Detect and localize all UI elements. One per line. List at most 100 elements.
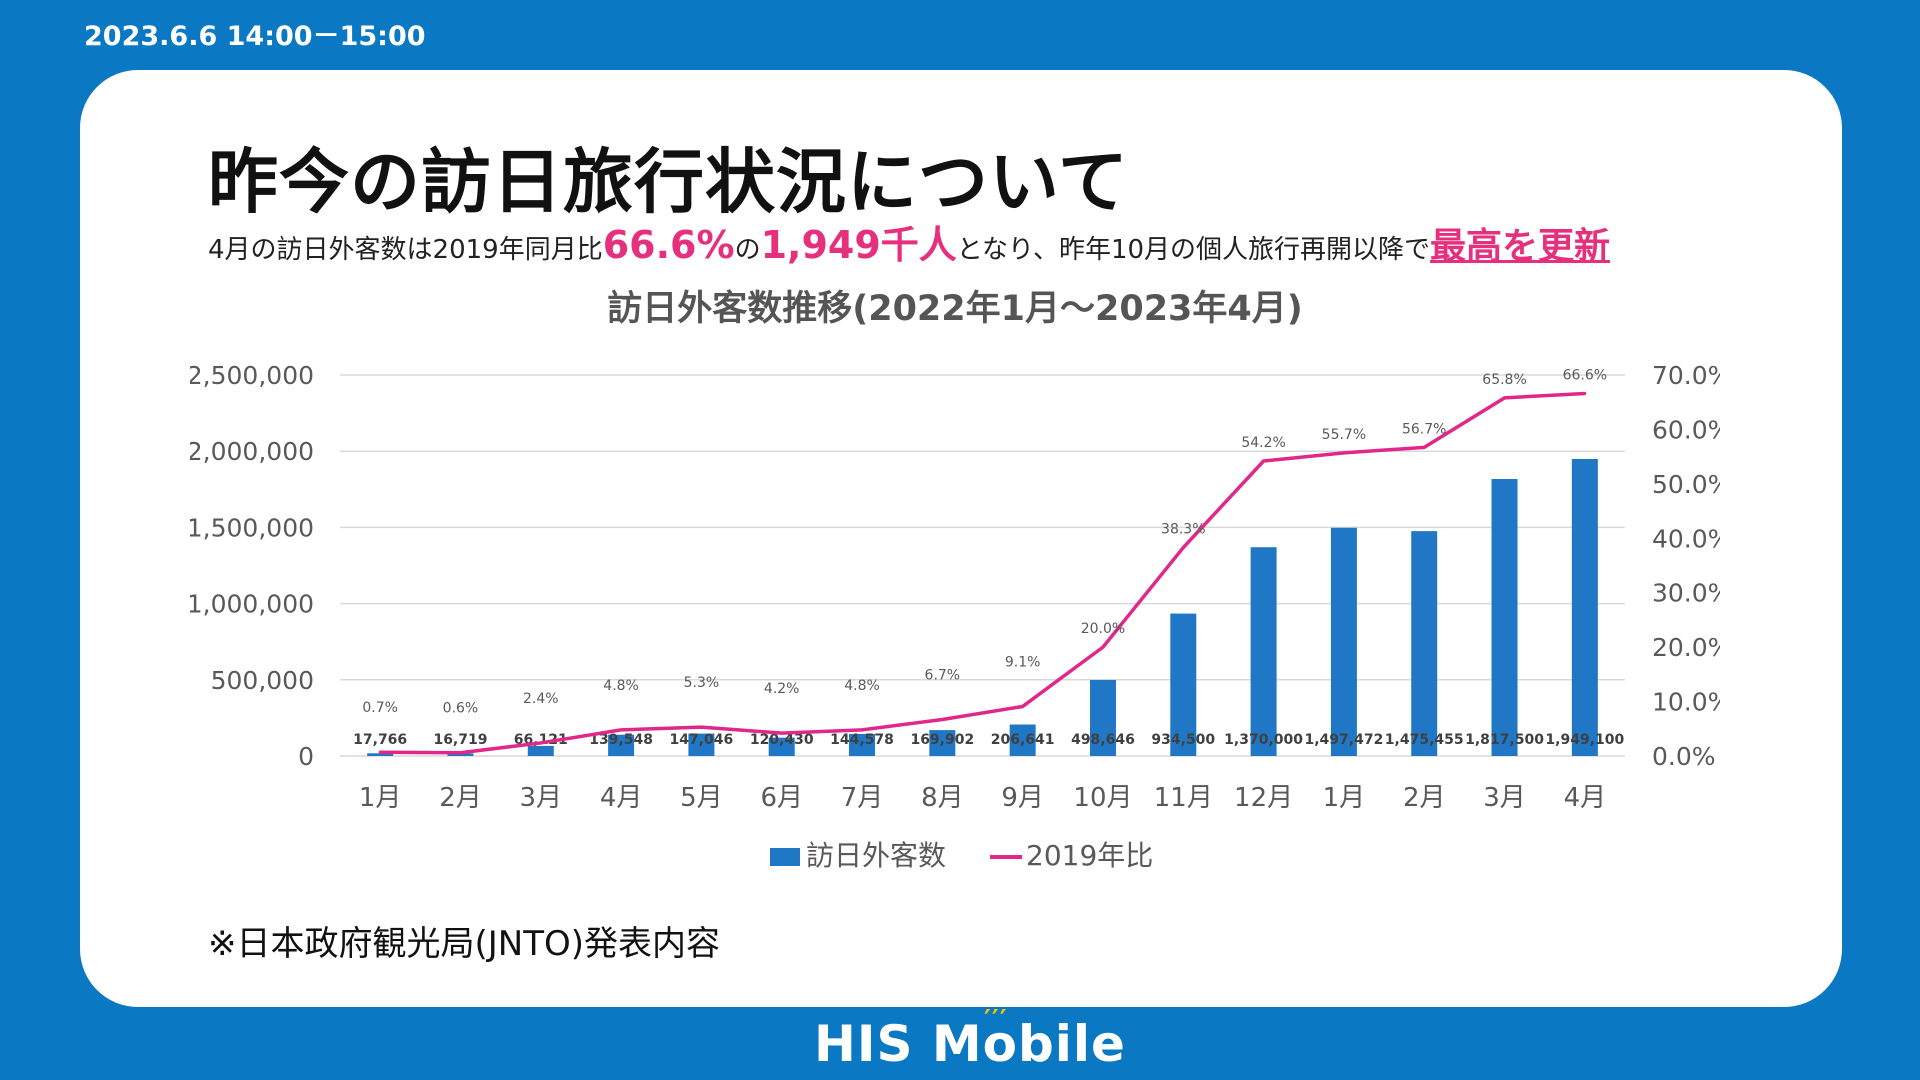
ratio-point (1021, 704, 1025, 708)
subtitle-highlight-percent: 66.6% (602, 223, 735, 267)
x-tick-label: 4月 (600, 783, 643, 813)
y-left-tick-label: 1,000,000 (190, 590, 314, 619)
ratio-point (1503, 396, 1507, 400)
y-right-tick-label: 30.0% (1652, 579, 1720, 608)
subtitle-text-1: 4月の訪日外客数は2019年同月比 (208, 235, 603, 265)
bar-value-label: 144,578 (830, 732, 894, 748)
ratio-point (458, 751, 462, 755)
bar (849, 733, 876, 756)
ratio-data-label: 54.2% (1241, 435, 1285, 451)
bar (1411, 531, 1438, 756)
bar-value-label: 1,370,000 (1224, 732, 1303, 748)
x-tick-label: 1月 (359, 783, 402, 813)
ratio-point (619, 728, 623, 732)
bar (768, 737, 795, 756)
y-right-tick-label: 50.0% (1652, 470, 1720, 499)
x-tick-label: 1月 (1323, 783, 1366, 813)
ratio-data-label: 55.7% (1322, 427, 1366, 443)
bar-value-label: 17,766 (353, 732, 407, 748)
logo-spark-icon: ′′′ (984, 1005, 1008, 1035)
x-tick-label: 12月 (1234, 783, 1293, 813)
chart-title: 訪日外客数推移(2022年1月～2023年4月) (607, 288, 1303, 329)
ratio-point (780, 731, 784, 735)
y-left-tick-label: 2,000,000 (190, 437, 314, 466)
legend-bar-swatch (770, 848, 800, 866)
ratio-point (940, 718, 944, 722)
bar (1250, 547, 1277, 756)
y-left-tick-label: 0 (298, 742, 314, 771)
source-note: ※日本政府観光局(JNTO)発表内容 (208, 924, 721, 964)
ratio-data-label: 2.4% (523, 691, 559, 707)
y-right-tick-label: 60.0% (1652, 415, 1720, 444)
x-tick-label: 4月 (1564, 783, 1607, 813)
bar-value-label: 120,430 (750, 732, 814, 748)
bar-value-label: 139,548 (589, 732, 653, 748)
bar (929, 730, 956, 756)
bar (447, 753, 474, 756)
bar (688, 733, 715, 756)
x-tick-label: 11月 (1154, 783, 1213, 813)
y-right-tick-label: 0.0% (1652, 742, 1716, 771)
ratio-point (539, 741, 543, 745)
ratio-data-label: 4.2% (764, 681, 800, 697)
bar-value-label: 934,500 (1151, 732, 1215, 748)
y-right-tick-label: 20.0% (1652, 633, 1720, 662)
ratio-point (1342, 451, 1346, 455)
subtitle-highlight-record: 最高を更新 (1430, 226, 1611, 267)
ratio-data-label: 0.7% (362, 700, 398, 716)
bar-value-label: 1,949,100 (1545, 732, 1624, 748)
ratio-point (699, 725, 703, 729)
ratio-data-label: 4.8% (844, 678, 880, 694)
subtitle-text-3: となり、昨年10月の個人旅行再開以降で (956, 235, 1431, 265)
event-date: 2023.6.6 14:00－15:00 (84, 21, 426, 52)
bar (1170, 613, 1197, 756)
x-tick-label: 3月 (520, 783, 563, 813)
x-tick-label: 6月 (760, 783, 803, 813)
ratio-data-label: 4.8% (603, 678, 639, 694)
bar-value-label: 1,817,500 (1465, 732, 1544, 748)
slide-subtitle: 4月の訪日外客数は2019年同月比66.6%の1,949千人となり、昨年10月の… (208, 214, 1610, 269)
x-tick-label: 7月 (841, 783, 884, 813)
ratio-data-label: 66.6% (1563, 368, 1607, 384)
ratio-data-label: 20.0% (1081, 621, 1125, 637)
x-tick-label: 10月 (1073, 783, 1132, 813)
bar (1491, 479, 1518, 756)
ratio-data-label: 5.3% (684, 675, 720, 691)
bar-value-label: 498,646 (1071, 732, 1135, 748)
y-right-tick-label: 10.0% (1652, 688, 1720, 717)
x-tick-label: 8月 (921, 783, 964, 813)
ratio-data-label: 56.7% (1402, 421, 1446, 437)
y-right-tick-label: 40.0% (1652, 524, 1720, 553)
x-tick-label: 2月 (1403, 783, 1446, 813)
bar (608, 734, 635, 756)
y-left-tick-label: 1,500,000 (190, 513, 314, 542)
ratio-data-label: 38.3% (1161, 522, 1205, 538)
his-mobile-logo: HIS Mobile ′′′ (814, 1005, 1126, 1073)
ratio-point (378, 750, 382, 754)
ratio-point (1181, 546, 1185, 550)
legend-line-label: 2019年比 (1026, 839, 1153, 872)
y-left-tick-label: 500,000 (211, 666, 314, 695)
bar-value-label: 147,046 (670, 732, 734, 748)
legend-bar-label: 訪日外客数 (806, 839, 946, 872)
bar-value-label: 1,497,472 (1304, 732, 1383, 748)
ratio-data-label: 65.8% (1482, 372, 1526, 388)
bar (527, 745, 554, 756)
x-tick-label: 3月 (1483, 783, 1526, 813)
chart-area: 訪日外客数推移(2022年1月～2023年4月) 2,500,000 2,000,0… (190, 270, 1720, 890)
logo-text: HIS Mobile (814, 1015, 1126, 1073)
bar-value-label: 1,475,455 (1385, 732, 1464, 748)
x-tick-label: 2月 (439, 783, 482, 813)
visitor-chart: 訪日外客数推移(2022年1月～2023年4月) 2,500,000 2,000,0… (190, 288, 1720, 872)
ratio-point (1422, 445, 1426, 449)
bar (1089, 680, 1116, 756)
ratio-line (380, 391, 1585, 755)
bar (1009, 724, 1036, 756)
y-right-tick-label: 70.0% (1652, 361, 1720, 390)
bar-value-label: 16,719 (433, 732, 487, 748)
slide-title: 昨今の訪日旅行状況について (208, 141, 1129, 223)
ratio-data-label: 0.6% (443, 701, 479, 717)
bar (1571, 458, 1598, 756)
bar (1330, 527, 1357, 756)
ratio-point (1262, 459, 1266, 463)
